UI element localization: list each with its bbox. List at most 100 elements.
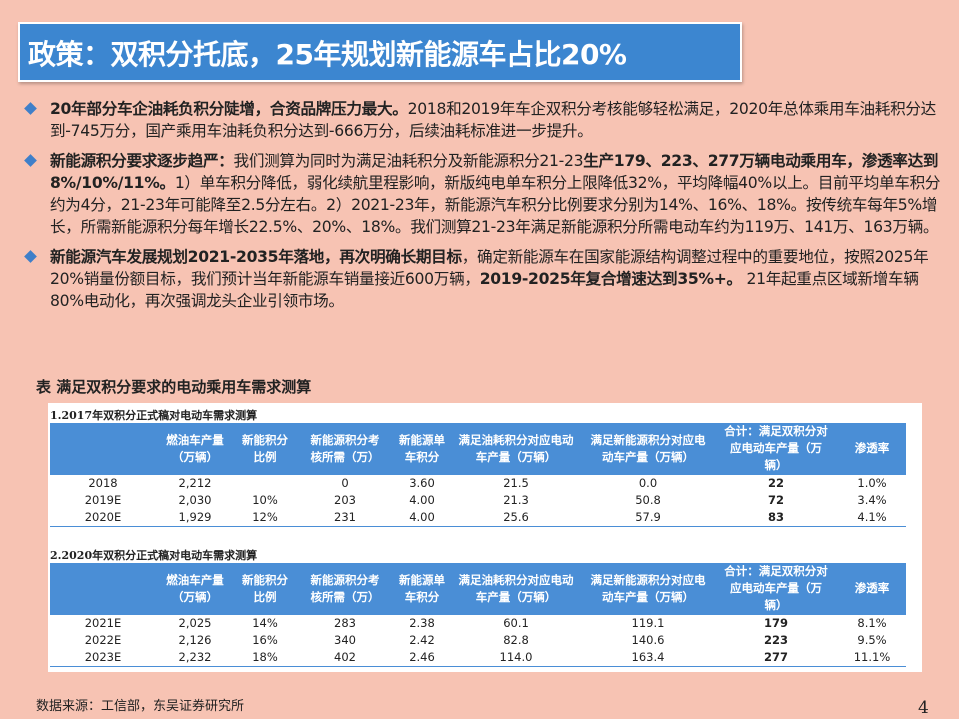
column-header-line: 渗透率 (854, 441, 890, 455)
table-cell: 16% (252, 633, 278, 647)
column-header: 渗透率 (838, 563, 906, 615)
column-header-line: 应电动车产量（万 (730, 581, 822, 595)
column-header: 满足油耗积分对应电动 车产量（万辆） (450, 423, 582, 475)
table-cell: 12% (234, 509, 296, 527)
column-header: 满足新能源积分对应电 动车产量（万辆） (582, 563, 714, 615)
column-header: 燃油车产量 （万辆） (156, 563, 234, 615)
year-cell: 2022E (84, 633, 122, 647)
year-cell: 2021E (50, 614, 156, 632)
bullet-emphasis: 2019-2025年复合增速达到35%+。 (479, 270, 742, 288)
table-cell: 223 (763, 633, 788, 647)
column-header: 渗透率 (838, 423, 906, 475)
table-cell: 2,212 (156, 474, 234, 492)
table-cell: 2.46 (394, 649, 450, 667)
bullet-item: 20年部分车企油耗负积分陡增，合资品牌压力最大。2018和2019年车企双积分考… (22, 98, 942, 142)
table-cell: 163.4 (582, 649, 714, 667)
bullet-text: 1）单车积分降低，弱化续航里程影响，新版纯电单车积分上限降低32%，平均降幅40… (50, 174, 941, 236)
bullet-emphasis: 生产179、223、277万辆电动乘用车，渗透率达到8%/10%/11%。 (50, 152, 939, 192)
table-cell: 114.0 (450, 649, 582, 667)
diamond-bullet-icon (24, 102, 37, 115)
bullet-item: 新能源积分要求逐步趋严：我们测算为同时为满足油耗积分及新能源积分21-23生产1… (22, 150, 942, 238)
table-cell: 4.1% (838, 509, 906, 527)
table-cell: 2,025 (156, 614, 234, 632)
table-cell: 72 (767, 493, 784, 507)
bullet-lead: 20年部分车企油耗负积分陡增，合资品牌压力最大。 (50, 100, 408, 118)
column-header-line: 辆） (764, 458, 788, 472)
column-header: 新能源单 车积分 (394, 423, 450, 475)
bullet-text: 2018和2019年车企双积分考核能够轻松满足，2020年总体乘用车油耗积分达到… (50, 100, 936, 140)
year-cell: 2020E (50, 509, 156, 527)
bullet-text: ，确定新能源车在国家能源结构调整过程中的重要地位，按照2025年20%销量份额目… (50, 248, 929, 288)
table-cell: 402 (296, 649, 394, 667)
column-header-line: 新能源积分考 (310, 432, 380, 447)
table-row: 2023E 2,232 18% 402 2.46 114.0 163.4 277 11.1% (50, 649, 906, 667)
table-cell: 3.60 (394, 474, 450, 492)
header-row: 燃油车产量 （万辆） 新能积分 比例 新能源积分考 核所需（万） 新能源单 车积分 满足油耗积分… (50, 423, 906, 475)
column-header-line: 燃油车产量 (166, 432, 224, 447)
table-body: 2021E 2,025 14% 283 2.38 60.1 119.1 179 8.1% 2022… (50, 614, 906, 667)
column-header-line: 燃油车产量 (166, 572, 224, 587)
table-cell: 50.8 (635, 493, 661, 507)
estimate-table-2020: 燃油车产量 （万辆） 新能积分 比例 新能源积分考 核所需（万） 新能源单 车积分 满足油耗积分… (50, 563, 906, 667)
table-cell: 283 (296, 614, 394, 632)
column-header-line: 核所需（万） (310, 449, 380, 464)
table-cell: 9.5% (857, 633, 887, 647)
column-header (50, 563, 156, 615)
column-header-line: 比例 (253, 589, 277, 604)
column-header-line: 满足油耗积分对应电动 (458, 572, 574, 587)
table-row: 2018 2,212 0 3.60 21.5 0.0 22 1.0% (50, 474, 906, 492)
year-cell: 2019E (84, 493, 122, 507)
column-header-line: 新能源积分考 (310, 572, 380, 587)
diamond-bullet-icon (24, 250, 37, 263)
bullet-text: 21年起重点区域新增车辆80%电动化，再次强调龙头企业引领市场。 (50, 270, 919, 310)
table-cell: 18% (234, 649, 296, 667)
bullet-list: 20年部分车企油耗负积分陡增，合资品牌压力最大。2018和2019年车企双积分考… (22, 98, 942, 320)
year-cell: 2018 (50, 474, 156, 492)
table-cell: 22 (714, 474, 838, 492)
title-bar: 政策：双积分托底，25年规划新能源车占比20% (18, 22, 742, 82)
column-header-line: 辆） (764, 598, 788, 612)
column-header-line: （万辆） (172, 449, 218, 464)
section-title: 2.2020年双积分正式稿对电动车需求测算 (50, 549, 258, 562)
table-row: 2019E 2,030 10% 203 4.00 21.3 50.8 72 3.4% (50, 492, 906, 509)
table-row: 2021E 2,025 14% 283 2.38 60.1 119.1 179 8.1% (50, 614, 906, 632)
table-cell: 21.5 (450, 474, 582, 492)
table-cell: 14% (234, 614, 296, 632)
column-header-line: 动车产量（万辆） (602, 449, 694, 464)
table-cell: 0.0 (582, 474, 714, 492)
page-number: 4 (918, 698, 929, 718)
bullet-text: 我们测算为同时为满足油耗积分及新能源积分21-23 (233, 152, 584, 170)
table-cell: 203 (334, 493, 356, 507)
table-cell: 21.3 (503, 493, 529, 507)
table-cell: 83 (714, 509, 838, 527)
column-header-line: 新能积分 (242, 432, 288, 447)
estimate-table-2017: 燃油车产量 （万辆） 新能积分 比例 新能源积分考 核所需（万） 新能源单 车积分 满足油耗积分… (50, 423, 906, 527)
table-body: 2018 2,212 0 3.60 21.5 0.0 22 1.0% 2019E 2,030 10%… (50, 474, 906, 527)
bullet-lead: 新能源积分要求逐步趋严： (50, 152, 234, 170)
table-cell: 57.9 (582, 509, 714, 527)
table-cell: 25.6 (450, 509, 582, 527)
column-header-line: （万辆） (172, 589, 218, 604)
column-header-line: 车产量（万辆） (475, 589, 557, 604)
column-header-line: 满足新能源积分对应电 (590, 432, 706, 447)
column-header (50, 423, 156, 475)
column-header: 新能源单 车积分 (394, 563, 450, 615)
table-row: 2020E 1,929 12% 231 4.00 25.6 57.9 83 4.1% (50, 509, 906, 527)
table-row: 2022E 2,126 16% 340 2.42 82.8 140.6 223 9.5% (50, 632, 906, 649)
table-cell: 119.1 (582, 614, 714, 632)
column-header-line: 车积分 (404, 449, 440, 464)
table-cell: 277 (714, 649, 838, 667)
table-cell: 2,126 (178, 633, 212, 647)
header-row: 燃油车产量 （万辆） 新能积分 比例 新能源积分考 核所需（万） 新能源单 车积分 满足油耗积分… (50, 563, 906, 615)
table-cell: 1,929 (156, 509, 234, 527)
source-note: 数据来源：工信部，东吴证券研究所 (36, 699, 245, 714)
column-header-line: 合计：满足双积分对 (724, 564, 828, 578)
table-caption: 表 满足双积分要求的电动乘用车需求测算 (36, 378, 312, 396)
column-header: 新能积分 比例 (234, 423, 296, 475)
table-cell: 340 (334, 633, 356, 647)
column-header: 满足油耗积分对应电动 车产量（万辆） (450, 563, 582, 615)
table-cell: 2.42 (409, 633, 435, 647)
column-header: 新能积分 比例 (234, 563, 296, 615)
table-cell: 140.6 (631, 633, 665, 647)
column-header-line: 渗透率 (854, 581, 890, 595)
